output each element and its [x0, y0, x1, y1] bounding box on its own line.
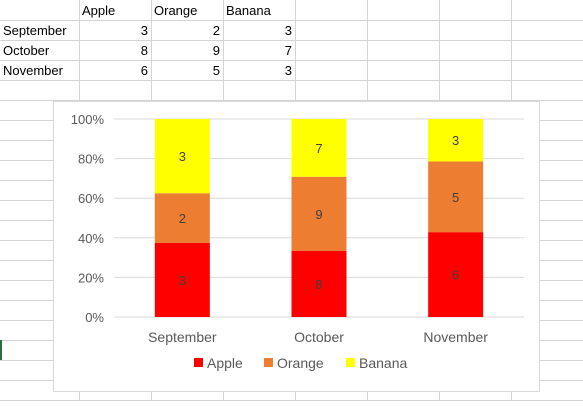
bar-segment-banana-november[interactable] — [428, 119, 484, 162]
data-label: 8 — [315, 277, 322, 292]
data-label: 5 — [452, 190, 459, 205]
legend-label: Apple — [207, 355, 243, 371]
cell-october-apple[interactable]: 8 — [140, 43, 148, 58]
row-label-september[interactable]: September — [3, 23, 67, 38]
cell-october-orange[interactable]: 9 — [212, 43, 220, 58]
cell-september-banana[interactable]: 3 — [284, 23, 292, 38]
bar-segment-apple-september[interactable] — [154, 242, 210, 317]
cell-october-banana[interactable]: 7 — [284, 43, 292, 58]
chart-canvas: 0% 20% 40% 60% 80% 100% 3 2 3 September 8 9 7 October… — [71, 112, 524, 371]
legend-swatch — [194, 358, 203, 367]
x-category-label: November — [423, 329, 488, 345]
y-tick-label: 40% — [78, 231, 104, 246]
data-label: 3 — [179, 149, 186, 164]
data-label: 2 — [179, 211, 186, 226]
data-label: 3 — [179, 273, 186, 288]
data-label: 6 — [452, 268, 459, 283]
x-category-label: October — [294, 329, 344, 345]
legend-label: Orange — [277, 355, 324, 371]
stacked-percent-chart[interactable]: 0% 20% 40% 60% 80% 100% 3 2 3 September 8 9 7 October… — [53, 101, 540, 392]
bar-segment-apple-november[interactable] — [428, 232, 484, 317]
row-label-november[interactable]: November — [3, 63, 63, 78]
y-tick-label: 80% — [78, 152, 104, 167]
cell-september-apple[interactable]: 3 — [140, 23, 148, 38]
header-cell-apple[interactable]: Apple — [82, 3, 116, 18]
row-label-october[interactable]: October — [3, 43, 50, 58]
cell-november-banana[interactable]: 3 — [284, 63, 292, 78]
y-tick-label: 100% — [71, 112, 105, 127]
legend-swatch — [346, 358, 355, 367]
legend-label: Banana — [359, 355, 407, 371]
data-label: 7 — [315, 141, 322, 156]
data-label: 9 — [315, 207, 322, 222]
header-cell-orange[interactable]: Orange — [154, 3, 198, 18]
bar-segment-orange-september[interactable] — [154, 193, 210, 243]
cell-september-orange[interactable]: 2 — [212, 23, 220, 38]
y-tick-label: 20% — [78, 270, 104, 285]
y-tick-label: 60% — [78, 191, 104, 206]
data-label: 3 — [452, 133, 459, 148]
cell-november-apple[interactable]: 6 — [140, 63, 148, 78]
legend-swatch — [264, 358, 273, 367]
bar-segment-banana-october[interactable] — [291, 119, 347, 177]
bar-segment-banana-september[interactable] — [154, 119, 210, 194]
y-tick-label: 0% — [85, 310, 104, 325]
cell-november-orange[interactable]: 5 — [212, 63, 220, 78]
selection-edge-marker — [0, 340, 2, 360]
header-cell-banana[interactable]: Banana — [226, 3, 271, 18]
bar-segment-orange-november[interactable] — [428, 161, 484, 233]
bar-segment-apple-october[interactable] — [291, 251, 347, 317]
x-category-label: September — [148, 329, 217, 345]
bar-segment-orange-october[interactable] — [291, 176, 347, 251]
